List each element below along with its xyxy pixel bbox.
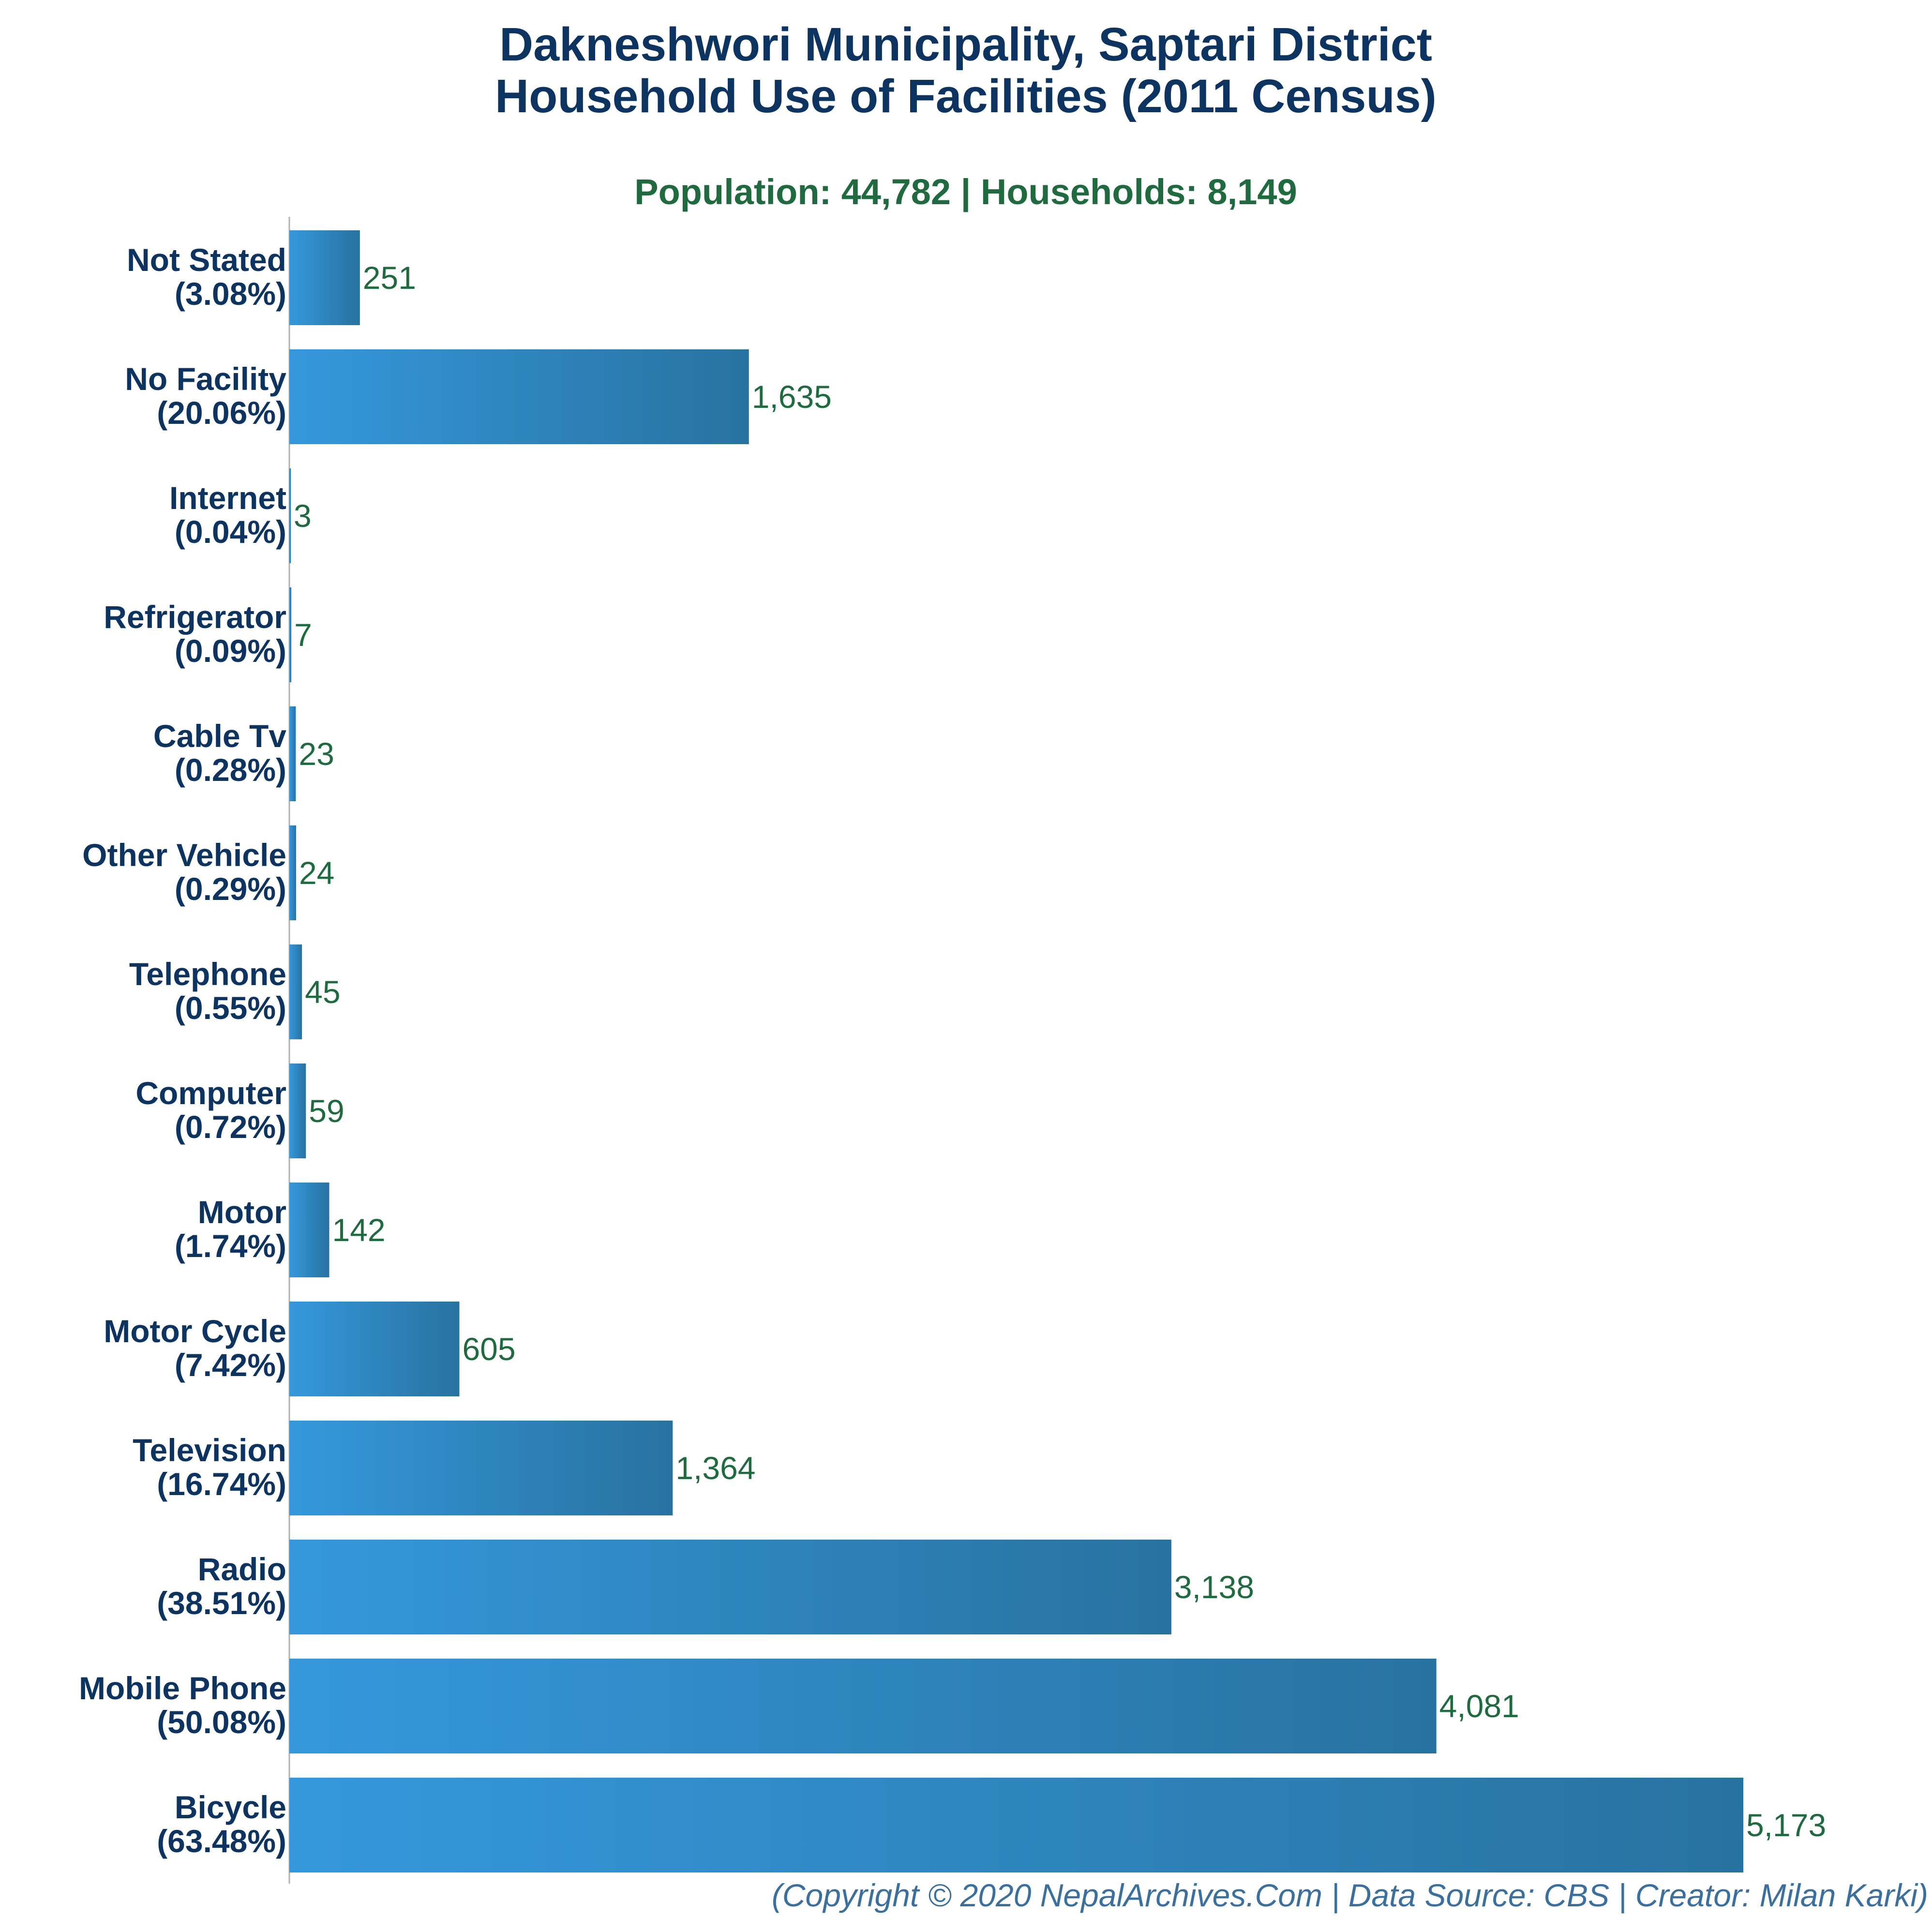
category-percent-label: (0.29%)	[175, 871, 286, 907]
category-label: Other Vehicle	[82, 837, 286, 873]
category-label: Telephone	[129, 956, 286, 992]
category-label: Internet	[169, 480, 286, 516]
bar-television	[289, 1421, 673, 1515]
category-percent-label: (0.72%)	[175, 1109, 286, 1145]
category-percent-label: (1.74%)	[175, 1228, 286, 1264]
category-percent-label: (50.08%)	[157, 1704, 286, 1740]
category-percent-label: (0.55%)	[175, 990, 286, 1026]
bar-telephone	[289, 944, 302, 1039]
category-label: Computer	[135, 1075, 286, 1111]
category-labels: Not Stated(3.08%) No Facility(20.06%) Inte…	[79, 242, 286, 1859]
bar-motor	[289, 1183, 329, 1277]
bar-refrigerator	[289, 587, 292, 682]
value-label: 24	[299, 855, 334, 891]
category-label: Motor Cycle	[104, 1313, 286, 1349]
category-percent-label: (16.74%)	[157, 1466, 286, 1502]
category-percent-label: (38.51%)	[157, 1585, 286, 1621]
category-percent-label: (20.06%)	[157, 395, 286, 431]
category-percent-label: (3.08%)	[175, 276, 286, 312]
value-label: 3,138	[1174, 1569, 1254, 1605]
bar-mobile-phone	[289, 1659, 1437, 1753]
category-label: Mobile Phone	[79, 1670, 286, 1706]
bar-internet	[289, 468, 291, 563]
value-label: 4,081	[1439, 1688, 1519, 1724]
footer-credit: (Copyright © 2020 NepalArchives.Com | Da…	[772, 1877, 1928, 1914]
value-label: 5,173	[1746, 1807, 1826, 1843]
value-label: 251	[363, 260, 416, 296]
bar-motor-cycle	[289, 1302, 460, 1396]
value-label: 3	[294, 498, 312, 534]
value-label: 59	[309, 1093, 344, 1129]
value-label: 45	[305, 974, 340, 1010]
category-label: No Facility	[125, 361, 286, 397]
value-label: 1,364	[675, 1450, 755, 1486]
category-label: Cable Tv	[153, 718, 286, 754]
chart-subtitle: Population: 44,782 | Households: 8,149	[634, 172, 1297, 212]
bar-computer	[289, 1063, 306, 1158]
category-percent-label: (63.48%)	[157, 1823, 286, 1859]
category-label: Not Stated	[127, 242, 286, 278]
bar-radio	[289, 1540, 1171, 1634]
value-label: 142	[332, 1212, 385, 1248]
bar-not-stated	[289, 230, 360, 325]
category-label: Radio	[198, 1551, 286, 1587]
bar-bicycle	[289, 1778, 1743, 1872]
bar-other-vehicle	[289, 825, 296, 920]
category-label: Motor	[198, 1194, 286, 1230]
value-label: 1,635	[752, 379, 832, 415]
category-percent-label: (0.28%)	[175, 752, 286, 788]
bar-cable-tv	[289, 706, 296, 801]
category-percent-label: (0.04%)	[175, 514, 286, 550]
category-label: Refrigerator	[104, 599, 286, 635]
value-label: 605	[462, 1331, 515, 1367]
category-label: Bicycle	[175, 1789, 286, 1825]
category-label: Television	[133, 1432, 286, 1468]
value-label: 23	[299, 736, 334, 772]
bar-no-facility	[289, 349, 749, 444]
value-labels: 251 1,635 3 7 23 24 45 59 142 605 1,364 3,138 4,081 5…	[294, 260, 1826, 1843]
chart-title-line-1: Dakneshwori Municipality, Saptari Distri…	[499, 18, 1432, 71]
category-percent-label: (7.42%)	[175, 1347, 286, 1383]
category-percent-label: (0.09%)	[175, 633, 286, 669]
chart-title-line-2: Household Use of Facilities (2011 Census…	[495, 70, 1437, 122]
value-label: 7	[294, 617, 312, 653]
bar-series	[289, 230, 1743, 1872]
